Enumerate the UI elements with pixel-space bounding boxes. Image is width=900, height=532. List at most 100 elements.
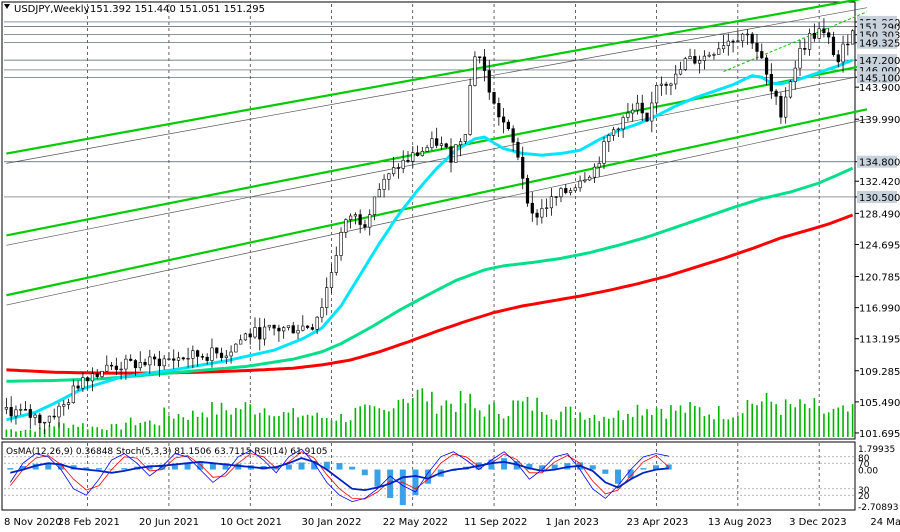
date-label: 8 Nov 2020	[4, 517, 62, 528]
volume-bar	[134, 425, 137, 437]
candle-body	[210, 347, 214, 361]
volume-bar	[823, 413, 825, 437]
candle-body	[731, 40, 735, 43]
candle-body	[368, 214, 372, 228]
osma-bar	[45, 463, 52, 470]
date-label: 24 Mar 2024	[870, 517, 900, 528]
candle-body	[9, 407, 13, 417]
indicator-axis-label: 20	[858, 492, 870, 502]
volume-bar	[751, 403, 754, 437]
candle-body	[707, 54, 711, 57]
volume-bar	[521, 401, 524, 437]
osma-bar	[374, 469, 381, 487]
volume-bar	[225, 410, 228, 437]
volume-bar	[383, 409, 385, 437]
candle-body	[841, 43, 845, 63]
candle-body	[248, 333, 252, 338]
osma-bar	[412, 469, 419, 496]
osma-bar	[399, 469, 406, 506]
price-tick-label: 139.990	[859, 115, 900, 126]
volume-bar	[775, 404, 777, 437]
candle-body	[449, 146, 453, 163]
candle-body	[798, 48, 802, 69]
candle-body	[549, 196, 554, 209]
price-level-tag	[857, 190, 897, 203]
candle-body	[181, 357, 185, 360]
volume-bar	[34, 431, 36, 437]
candle-body	[468, 85, 472, 135]
candle-body	[554, 196, 558, 198]
ema-fast-line	[6, 58, 854, 422]
date-label: 20 Jun 2021	[139, 517, 199, 528]
candle-body	[329, 272, 334, 288]
volume-bar	[321, 417, 323, 437]
volume-bar	[368, 405, 371, 437]
candle-body	[23, 409, 28, 411]
osma-bar	[539, 465, 546, 470]
price-tick-label: 145.100	[859, 73, 900, 84]
osma-bar	[7, 468, 14, 470]
volume-bar	[431, 391, 433, 437]
volume-bar	[440, 405, 443, 437]
volume-bar	[91, 426, 94, 437]
channel-line	[6, 0, 862, 155]
candle-body	[152, 356, 157, 360]
osma-bar	[349, 466, 356, 470]
price-tick-label: 150.303	[859, 31, 900, 42]
candle-body	[688, 56, 692, 60]
volume-bar	[349, 420, 352, 437]
volume-bar	[120, 429, 122, 437]
osma-bar	[83, 467, 90, 470]
ohlc-readout: 151.392 151.440 151.051 151.295	[90, 4, 265, 15]
volume-bar	[278, 416, 280, 437]
stoch-main-line	[9, 448, 669, 503]
price-tick-label: 147.200	[859, 56, 900, 67]
osma-bar	[209, 462, 216, 470]
volume-bar	[631, 417, 634, 437]
candle-body	[372, 196, 377, 215]
volume-bar	[808, 408, 811, 437]
candle-body	[157, 358, 161, 367]
volume-bar	[469, 393, 471, 437]
candle-body	[38, 414, 42, 424]
price-level-tag	[857, 71, 897, 84]
channel-inner-line	[6, 74, 868, 246]
volume-bar	[19, 430, 22, 437]
volume-bar	[144, 421, 146, 437]
volume-bar	[569, 406, 572, 437]
osma-bar	[121, 468, 128, 470]
dropdown-arrow-icon[interactable]	[4, 4, 10, 9]
candle-body	[439, 143, 444, 146]
volume-bar	[153, 424, 156, 437]
candle-body	[564, 188, 568, 193]
candle-body	[750, 33, 754, 44]
candle-body	[172, 358, 176, 361]
candle-body	[100, 370, 104, 377]
candle-body	[611, 129, 616, 136]
candle-body	[626, 112, 630, 118]
candle-body	[415, 152, 420, 156]
candle-body	[482, 56, 487, 71]
price-tick-label: 134.800	[859, 158, 900, 169]
candle-body	[267, 324, 271, 328]
candle-body	[478, 56, 482, 58]
volume-bar	[660, 408, 663, 437]
candle-body	[138, 362, 142, 369]
volume-bar	[713, 419, 715, 437]
candle-body	[229, 351, 233, 357]
volume-bar	[746, 400, 749, 437]
candle-body	[492, 91, 496, 104]
volume-bar	[622, 420, 624, 437]
volume-bar	[48, 425, 51, 437]
candle-body	[325, 287, 329, 308]
candle-body	[458, 141, 463, 145]
osma-bar	[323, 461, 330, 470]
candle-body	[693, 56, 697, 64]
candle-body	[272, 324, 276, 329]
candle-body	[219, 352, 224, 358]
candle-body	[109, 364, 114, 367]
volume-bar	[254, 414, 256, 437]
candle-body	[401, 159, 405, 169]
